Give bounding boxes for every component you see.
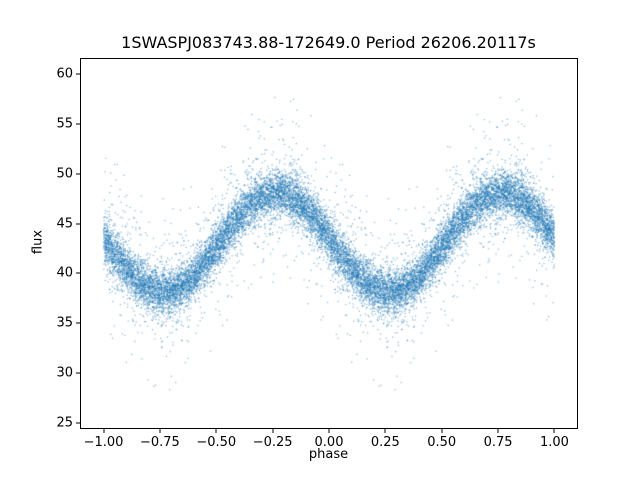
x-tick-label: 1.00 <box>539 435 569 450</box>
y-tick-label: 45 <box>56 216 73 232</box>
y-tick-mark <box>76 322 80 324</box>
x-tick-label: −0.50 <box>196 435 237 450</box>
y-tick-mark <box>76 223 80 225</box>
x-tick-mark <box>497 429 499 433</box>
scatter-points-canvas <box>81 59 577 428</box>
x-tick-mark <box>384 429 386 433</box>
y-tick-label: 30 <box>56 365 73 381</box>
y-tick-mark <box>76 422 80 424</box>
y-tick-mark <box>76 73 80 75</box>
y-tick-mark <box>76 272 80 274</box>
y-axis-label: flux <box>30 229 46 255</box>
x-tick-mark <box>159 429 161 433</box>
y-tick-label: 35 <box>56 315 73 331</box>
y-tick-label: 40 <box>56 265 73 281</box>
x-tick-mark <box>272 429 274 433</box>
x-tick-label: 0.75 <box>483 435 513 450</box>
y-tick-mark <box>76 372 80 374</box>
y-tick-mark <box>76 173 80 175</box>
x-tick-label: 0.50 <box>427 435 457 450</box>
x-tick-label: −1.00 <box>83 435 124 450</box>
x-tick-label: −0.75 <box>139 435 180 450</box>
x-tick-label: −0.25 <box>252 435 293 450</box>
x-tick-mark <box>328 429 330 433</box>
y-tick-label: 25 <box>56 415 73 431</box>
y-tick-mark <box>76 123 80 125</box>
x-tick-mark <box>215 429 217 433</box>
x-tick-label: 0.25 <box>370 435 400 450</box>
chart-title: 1SWASPJ083743.88-172649.0 Period 26206.2… <box>121 33 536 52</box>
x-tick-mark <box>441 429 443 433</box>
x-tick-mark <box>103 429 105 433</box>
x-tick-mark <box>553 429 555 433</box>
y-tick-label: 55 <box>56 116 73 132</box>
x-axis-label: phase <box>308 447 349 462</box>
x-tick-label: 0.00 <box>314 435 344 450</box>
plot-area: −1.00 −0.75 −0.50 −0.25 0.00 0.25 0.50 0.75 1.00… <box>56 58 578 450</box>
y-tick-label: 60 <box>56 66 73 82</box>
y-tick-label: 50 <box>56 166 73 182</box>
